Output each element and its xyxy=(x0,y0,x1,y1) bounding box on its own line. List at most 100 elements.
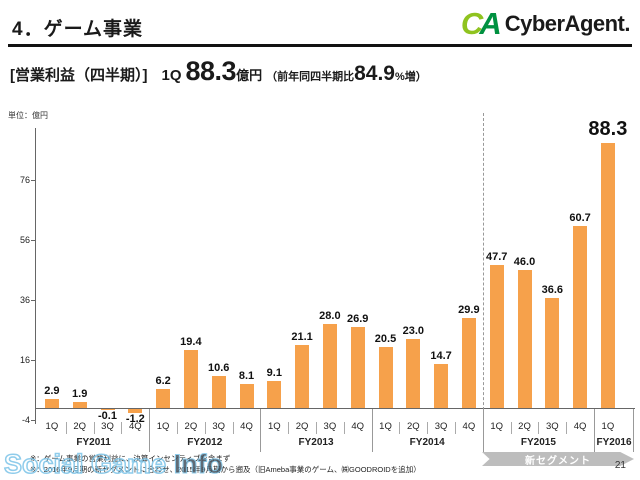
bar xyxy=(211,376,226,408)
bar xyxy=(461,318,476,408)
quarter-separator xyxy=(566,422,568,434)
quarter-separator xyxy=(288,422,290,434)
quarter-label: 4Q xyxy=(240,421,253,432)
y-tick-label: 56 xyxy=(19,235,30,245)
quarter-label: 3Q xyxy=(323,421,337,432)
kpi-comparison-value: 84.9 xyxy=(354,62,395,85)
quarter-label: 1Q xyxy=(156,421,170,432)
kpi-comparison-prefix: （前年同四半期比 xyxy=(266,71,355,83)
kpi-unit: 億円 xyxy=(236,68,263,83)
y-tick-label: 36 xyxy=(19,295,30,305)
quarter-label: 4Q xyxy=(462,421,476,432)
footnote-line1: ※：ゲーム事業の営業利益に、決算インセンティブを含まず xyxy=(30,454,231,463)
fiscal-year-separator xyxy=(149,409,151,452)
quarter-label: 2Q xyxy=(406,421,420,432)
bar-value-label: 10.6 xyxy=(207,362,230,375)
bar xyxy=(128,409,143,413)
fiscal-year-label: FY2012 xyxy=(187,437,223,448)
bar xyxy=(489,264,504,408)
fiscal-year-separator xyxy=(371,409,373,452)
fiscal-year-label: FY2014 xyxy=(409,437,445,448)
fiscal-year-label: FY2015 xyxy=(520,437,556,448)
quarter-label: 4Q xyxy=(351,421,365,432)
bar-value-label: 1.9 xyxy=(72,388,88,401)
kpi-comparison-suffix: %増） xyxy=(394,71,427,83)
quarter-separator xyxy=(427,422,429,434)
y-tick-mark xyxy=(31,360,35,361)
bar xyxy=(517,270,532,408)
page-number: 21 xyxy=(614,460,626,471)
bar xyxy=(267,380,282,408)
y-tick-label: -4 xyxy=(21,415,30,425)
bar-value-label: 88.3 xyxy=(588,118,628,141)
bar-value-label: 47.7 xyxy=(485,250,508,263)
bar xyxy=(406,339,421,408)
y-tick-mark xyxy=(31,300,35,301)
bar xyxy=(322,324,337,408)
title-underline xyxy=(8,44,632,47)
bar-chart: 単位：億円 76 56 36 16 -4 2.9 1Q 1.9 2Q -0.1 3Q -1.2 4Q FY… xyxy=(0,105,640,465)
bar xyxy=(156,389,171,408)
bar xyxy=(44,399,59,408)
bar-value-label: 9.1 xyxy=(266,366,282,379)
bar-value-label: 19.4 xyxy=(180,335,202,348)
kpi-label: [営業利益（四半期）] xyxy=(10,67,148,84)
bar xyxy=(100,409,115,410)
quarter-separator xyxy=(343,422,345,434)
bar-value-label: 21.1 xyxy=(291,330,313,343)
cyberagent-logo-text: CyberAgent. xyxy=(504,10,631,36)
quarter-label: 2Q xyxy=(518,421,531,432)
cyberagent-logo-mark-icon: CA xyxy=(461,8,502,39)
footnotes: ※：ゲーム事業の営業利益に、決算インセンティブを含まず ※：2016年9月期の新… xyxy=(30,454,421,476)
bar xyxy=(239,383,254,408)
quarter-label: 4Q xyxy=(573,421,587,432)
quarter-label: 2Q xyxy=(295,421,309,432)
quarter-label: 2Q xyxy=(73,421,87,432)
quarter-label: 3Q xyxy=(434,421,448,432)
quarter-label: 3Q xyxy=(545,421,559,432)
bar-value-label: 14.7 xyxy=(430,349,452,362)
bar-value-label: 29.9 xyxy=(458,304,480,317)
y-tick-mark xyxy=(31,420,35,421)
kpi-subtitle: [営業利益（四半期）] 1Q 88.3 億円 （前年同四半期比 84.9 %増） xyxy=(10,56,427,87)
bar-value-label: 8.1 xyxy=(238,369,255,382)
quarter-separator xyxy=(65,422,67,434)
bar-value-label: 60.7 xyxy=(569,211,591,224)
quarter-label: 2Q xyxy=(184,421,198,432)
bar xyxy=(72,402,87,408)
bar xyxy=(573,225,588,408)
fiscal-year-label: FY2016 xyxy=(596,437,632,448)
bar-value-label: 2.9 xyxy=(44,385,60,398)
fiscal-year-separator xyxy=(482,409,484,452)
cyberagent-logo: CA CyberAgent. xyxy=(461,8,631,39)
y-tick-mark xyxy=(31,240,35,241)
bar xyxy=(183,349,198,408)
new-segment-banner-label: 新セグメント xyxy=(525,455,591,467)
quarter-separator xyxy=(510,422,512,434)
quarter-label: 1Q xyxy=(267,421,281,432)
fiscal-year-label: FY2013 xyxy=(298,437,334,448)
quarter-separator xyxy=(121,422,123,434)
quarter-label: 1Q xyxy=(490,421,504,432)
quarter-separator xyxy=(93,422,95,434)
bar-value-label: 46.0 xyxy=(513,256,536,268)
fiscal-year-separator xyxy=(260,409,262,452)
y-tick-label: 16 xyxy=(19,355,30,365)
bar-value-label: 23.0 xyxy=(402,325,425,337)
axis-unit-label: 単位：億円 xyxy=(8,111,48,120)
new-segment-banner: 新セグメント xyxy=(482,452,634,466)
bar xyxy=(545,298,560,408)
bar-value-label: 36.6 xyxy=(541,284,564,297)
quarter-label: 3Q xyxy=(212,421,226,432)
bar-value-label: 6.2 xyxy=(155,375,171,388)
bar xyxy=(295,344,310,408)
bar xyxy=(600,143,615,408)
y-axis-line xyxy=(35,128,36,424)
fiscal-year-separator xyxy=(633,409,634,452)
y-tick-mark xyxy=(31,180,35,181)
quarter-separator xyxy=(399,422,401,434)
y-tick-label: 76 xyxy=(19,175,30,185)
bar xyxy=(350,327,365,408)
bar xyxy=(378,346,393,408)
quarter-separator xyxy=(232,422,234,434)
